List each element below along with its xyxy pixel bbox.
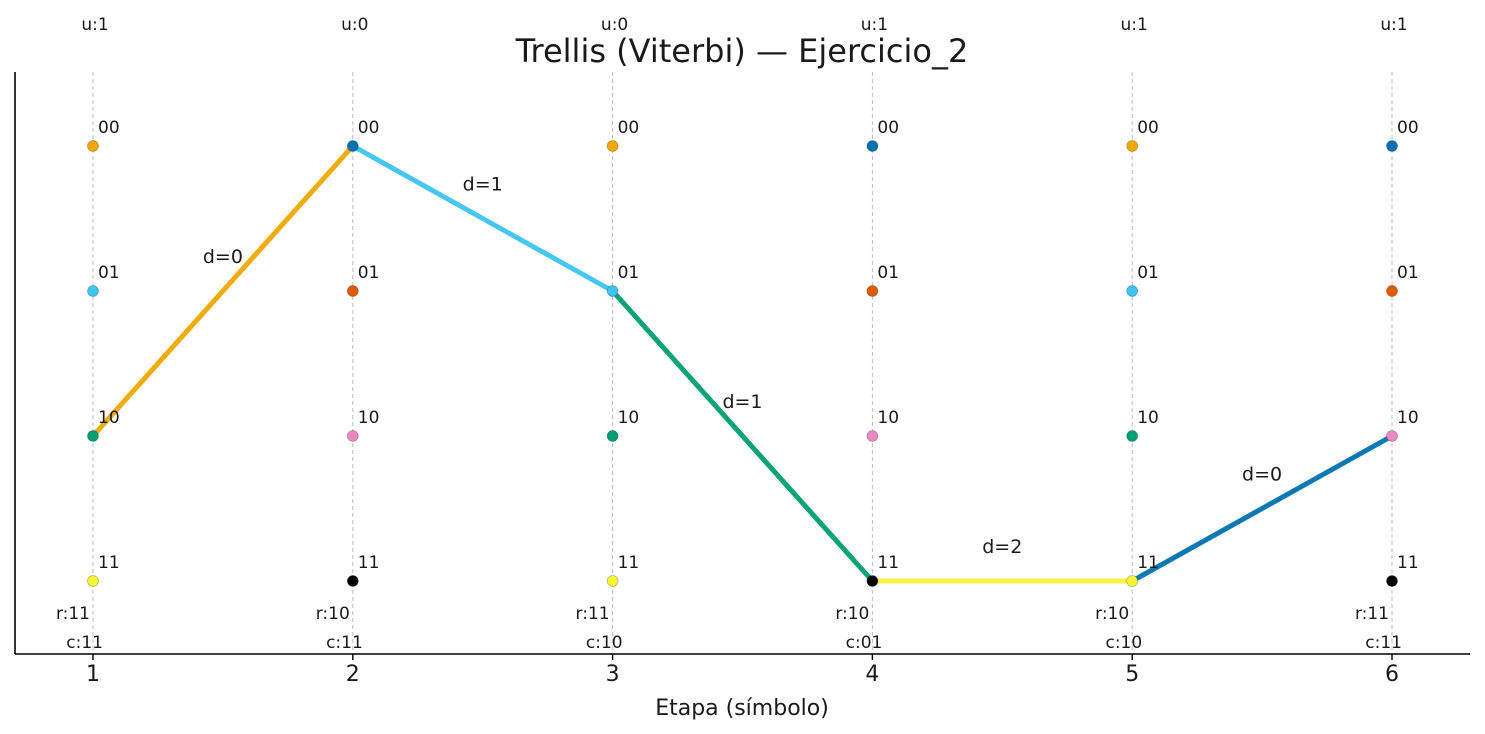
state-node xyxy=(866,430,879,442)
code-label: c:10 xyxy=(1105,633,1142,653)
state-node xyxy=(87,575,99,587)
state-label: 11 xyxy=(1397,553,1419,573)
edge-distance-label: d=1 xyxy=(463,174,503,196)
x-tick-label: 5 xyxy=(1125,662,1139,687)
input-bit-label: u:0 xyxy=(341,15,368,35)
x-tick-label: 4 xyxy=(865,662,879,687)
path-edge xyxy=(610,288,875,584)
state-label: 11 xyxy=(877,553,899,573)
input-bit-label: u:1 xyxy=(861,15,888,35)
edge-distance-label: d=1 xyxy=(722,391,762,413)
state-node xyxy=(1126,575,1139,587)
state-label: 10 xyxy=(358,408,380,428)
received-label: r:10 xyxy=(316,604,350,624)
state-label: 01 xyxy=(1397,263,1419,283)
state-nodes xyxy=(87,140,1398,587)
received-label: r:11 xyxy=(576,604,610,624)
state-label: 00 xyxy=(1397,118,1419,138)
state-label: 10 xyxy=(877,408,899,428)
input-bit-label: u:1 xyxy=(1121,15,1148,35)
x-tick-label: 2 xyxy=(346,662,360,687)
stage-guides xyxy=(92,72,1393,660)
state-node xyxy=(1386,285,1398,297)
state-label: 00 xyxy=(618,118,640,138)
x-tick-label: 3 xyxy=(606,662,620,687)
state-node xyxy=(87,140,99,152)
state-node xyxy=(87,285,99,297)
state-label: 11 xyxy=(358,553,380,573)
state-node xyxy=(866,575,879,587)
state-node xyxy=(606,140,619,152)
code-label: c:11 xyxy=(1365,633,1402,653)
state-label: 01 xyxy=(618,263,640,283)
state-node xyxy=(606,285,619,297)
path-edge xyxy=(350,143,616,294)
x-axis-label: Etapa (símbolo) xyxy=(655,696,829,721)
edge-distance-label: d=0 xyxy=(1242,464,1282,486)
state-node xyxy=(606,430,619,442)
path-edge xyxy=(90,143,356,439)
state-label: 10 xyxy=(1397,408,1419,428)
code-label: c:10 xyxy=(586,633,623,653)
received-label: r:10 xyxy=(835,604,869,624)
diagram-title: Trellis (Viterbi) — Ejercicio_2 xyxy=(515,32,969,70)
state-node xyxy=(346,575,359,587)
state-label: 11 xyxy=(98,553,120,573)
annotations: 1 u:1 r:11 c:11 2 u:0 r:10 c:11 3 u:0 r:11 c:10 4 u:1… xyxy=(56,15,1419,687)
state-label: 10 xyxy=(1137,408,1159,428)
path-edge xyxy=(1129,433,1395,584)
state-node xyxy=(606,575,619,587)
state-node xyxy=(1386,140,1398,152)
state-node xyxy=(1126,430,1139,442)
state-node xyxy=(87,430,99,442)
state-node xyxy=(866,285,879,297)
x-tick-label: 1 xyxy=(86,662,100,687)
survivor-path xyxy=(90,143,1395,584)
state-label: 01 xyxy=(358,263,380,283)
input-bit-label: u:0 xyxy=(601,15,628,35)
code-label: c:11 xyxy=(326,633,363,653)
edge-distance-label: d=0 xyxy=(203,246,243,268)
input-bit-label: u:1 xyxy=(81,15,108,35)
state-label: 00 xyxy=(877,118,899,138)
state-label: 00 xyxy=(358,118,380,138)
code-label: c:11 xyxy=(66,633,103,653)
received-label: r:11 xyxy=(56,604,90,624)
state-node xyxy=(346,430,359,442)
state-label: 11 xyxy=(618,553,640,573)
state-node xyxy=(1126,285,1139,297)
state-node xyxy=(866,140,879,152)
received-label: r:11 xyxy=(1355,604,1389,624)
x-tick-label: 6 xyxy=(1385,662,1399,687)
state-node xyxy=(1126,140,1139,152)
edge-distance-label: d=2 xyxy=(982,536,1022,558)
state-node xyxy=(346,285,359,297)
state-node xyxy=(346,140,359,152)
received-label: r:10 xyxy=(1095,604,1129,624)
state-label: 10 xyxy=(618,408,640,428)
code-label: c:01 xyxy=(846,633,883,653)
state-node xyxy=(1386,430,1398,442)
input-bit-label: u:1 xyxy=(1380,15,1407,35)
state-label: 01 xyxy=(98,263,120,283)
state-label: 01 xyxy=(877,263,899,283)
state-label: 10 xyxy=(98,408,120,428)
state-label: 00 xyxy=(98,118,120,138)
state-label: 01 xyxy=(1137,263,1159,283)
state-node xyxy=(1386,575,1398,587)
state-label: 11 xyxy=(1137,553,1159,573)
state-label: 00 xyxy=(1137,118,1159,138)
